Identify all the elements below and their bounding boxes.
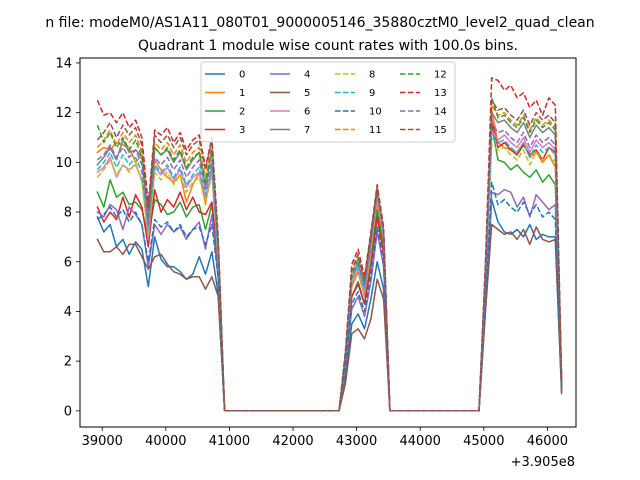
series-line-5 [96,223,563,412]
legend-label-5: 5 [304,88,310,99]
legend-label-1: 1 [239,88,245,99]
series-line-15 [96,99,563,412]
x-tick-label: 45000 [463,434,504,449]
legend-label-2: 2 [239,107,245,118]
plot-series [96,77,563,412]
x-tick-label: 42000 [272,434,313,449]
y-tick-label: 12 [55,106,72,121]
x-tick-label: 46000 [527,434,568,449]
figure-suptitle: n file: modeM0/AS1A11_080T01_9000005146_… [45,15,594,31]
plot-frame [79,57,577,428]
legend-label-6: 6 [304,107,310,118]
legend-label-13: 13 [434,88,447,99]
x-axis: 39000 40000 41000 42000 43000 44000 45000 46000 [82,427,568,449]
x-tick-label: 44000 [400,434,441,449]
y-tick-label: 0 [64,404,72,419]
x-tick-label: 41000 [209,434,250,449]
y-tick-label: 4 [64,305,72,320]
y-axis: 0 2 4 6 8 10 12 14 [55,56,80,419]
y-tick-label: 6 [64,255,72,270]
y-tick-label: 2 [64,355,72,370]
series-line-9 [96,136,563,412]
series-line-0 [96,198,563,412]
legend-label-8: 8 [369,70,375,81]
legend-label-14: 14 [434,107,447,118]
y-tick-label: 8 [64,206,72,221]
legend-label-15: 15 [434,125,447,136]
y-tick-label: 10 [55,156,72,171]
legend-label-0: 0 [239,70,245,81]
series-line-10 [96,181,563,412]
x-tick-label: 40000 [145,434,186,449]
legend-frame [200,61,456,143]
chart-title: Quadrant 1 module wise count rates with … [138,38,518,54]
legend-label-9: 9 [369,88,375,99]
legend-label-4: 4 [304,70,310,81]
x-tick-label: 43000 [336,434,377,449]
x-offset-text: +3.905e8 [511,455,575,470]
legend-label-11: 11 [369,125,382,136]
legend-label-7: 7 [304,125,310,136]
x-tick-label: 39000 [82,434,123,449]
legend-label-10: 10 [369,107,382,118]
legend-label-3: 3 [239,125,245,136]
y-tick-label: 14 [55,56,72,71]
legend-label-12: 12 [434,70,447,81]
